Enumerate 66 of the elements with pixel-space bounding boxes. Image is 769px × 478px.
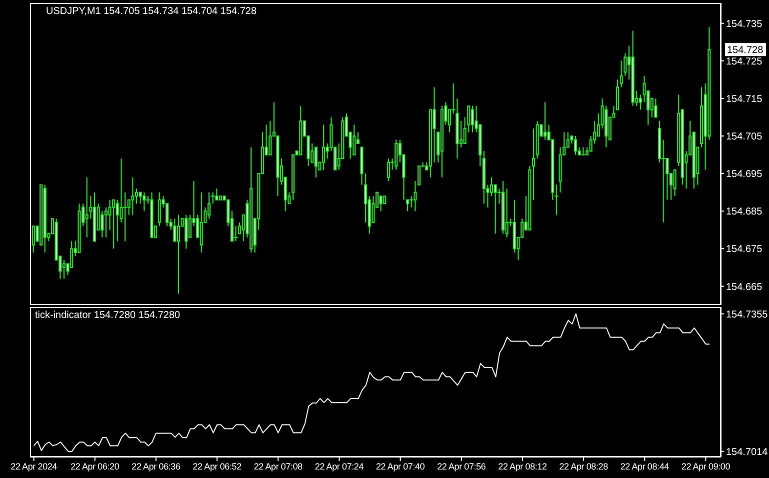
candlestick <box>100 210 104 238</box>
candlestick <box>188 214 192 238</box>
candlestick <box>70 240 74 268</box>
candlestick <box>505 188 508 238</box>
candlestick <box>131 176 134 216</box>
candlestick <box>673 169 676 197</box>
candlestick <box>158 192 161 227</box>
candlestick <box>490 176 494 197</box>
candlestick <box>322 124 326 170</box>
x-tick-label: 22 Apr 06:20 <box>70 461 120 472</box>
candlestick <box>448 109 452 133</box>
x-tick-label: 22 Apr 08:12 <box>498 461 547 472</box>
x-tick-label: 22 Apr 07:40 <box>376 461 425 472</box>
candlestick <box>372 196 375 223</box>
candlestick <box>104 206 108 238</box>
y-tick-label: 154.7014 <box>726 446 768 458</box>
y-tick-label: 154.695 <box>726 169 763 180</box>
x-tick-label: 22 Apr 06:52 <box>192 461 242 472</box>
y-tick-label: 154.705 <box>726 132 763 143</box>
candlestick <box>85 176 88 238</box>
candlestick <box>173 218 176 242</box>
chart-title: USDJPY,M1 154.705 154.734 154.704 154.728 <box>46 6 257 18</box>
candlestick <box>494 184 497 234</box>
x-tick-label: 22 Apr 08:44 <box>620 461 670 472</box>
x-tick-label: 22 Apr 07:56 <box>437 461 486 472</box>
y-tick-label: 154.725 <box>726 56 763 68</box>
candlestick <box>394 139 398 170</box>
candlestick <box>166 203 169 227</box>
candlestick <box>32 226 35 253</box>
candlestick <box>352 124 356 156</box>
x-tick-label: 22 Apr 07:24 <box>314 461 364 472</box>
x-tick-label: 22 Apr 08:28 <box>559 461 608 472</box>
candlestick <box>654 98 658 118</box>
candlestick <box>200 192 203 253</box>
candlestick <box>414 180 417 212</box>
x-tick-label: 22 Apr 2024 <box>10 461 58 472</box>
candlestick <box>532 128 536 200</box>
y-tick-label: 154.685 <box>726 206 763 218</box>
candlestick <box>432 86 436 163</box>
candlestick <box>134 188 138 204</box>
candlestick <box>184 214 188 250</box>
candlestick <box>616 79 620 110</box>
candlestick <box>543 102 546 140</box>
y-tick-label: 154.7355 <box>726 309 768 320</box>
candlestick <box>208 192 211 220</box>
candlestick <box>176 214 180 294</box>
chart-title: tick-indicator 154.7280 154.7280 <box>35 310 180 322</box>
price-tag: 154.728 <box>725 43 766 56</box>
candlestick <box>112 199 116 250</box>
candlestick <box>142 192 146 212</box>
candlestick <box>268 120 272 156</box>
y-tick-label: 154.715 <box>726 94 763 105</box>
y-tick-label: 154.735 <box>726 18 763 30</box>
candlestick <box>574 135 578 156</box>
x-tick-label: 22 Apr 06:36 <box>132 461 180 472</box>
x-tick-label: 22 Apr 09:00 <box>681 461 730 472</box>
candlestick <box>406 199 410 212</box>
x-tick-label: 22 Apr 07:08 <box>254 461 303 472</box>
y-tick-label: 154.665 <box>726 282 763 293</box>
y-tick-label: 154.675 <box>726 244 763 256</box>
candlestick <box>470 105 474 133</box>
candlestick <box>379 196 382 212</box>
candlestick <box>215 188 218 200</box>
candlestick <box>364 173 368 223</box>
candlestick <box>62 259 66 280</box>
candlestick <box>314 146 318 178</box>
